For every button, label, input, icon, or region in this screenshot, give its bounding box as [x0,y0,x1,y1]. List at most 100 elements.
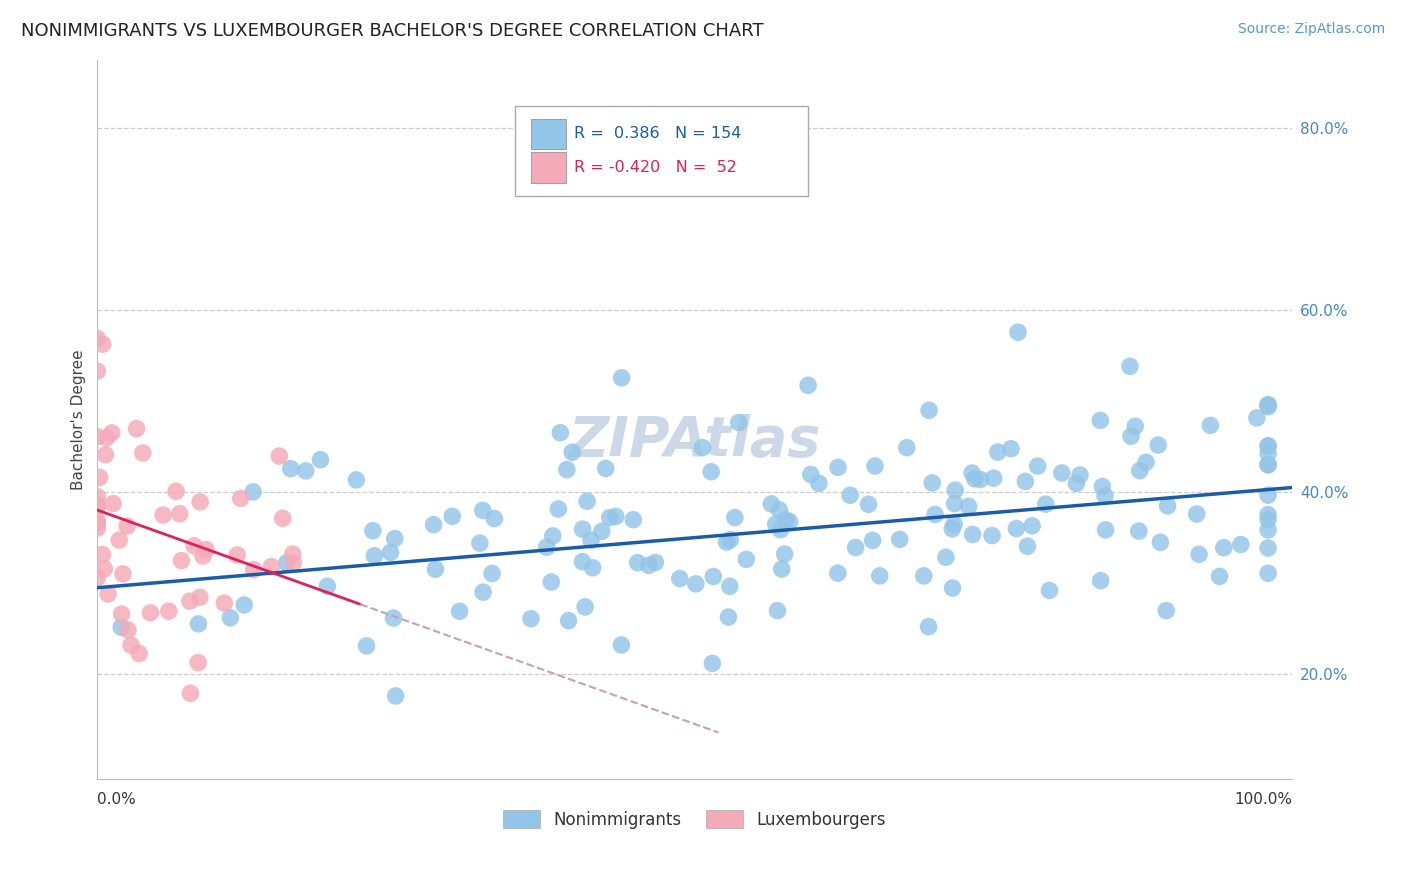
Point [724,510,747,524]
FancyBboxPatch shape [516,106,808,196]
Point [800,467,823,482]
Point [735,552,758,566]
Point [108,533,131,548]
Point [195,542,218,557]
Point [86,521,108,535]
Text: NONIMMIGRANTS VS LUXEMBOURGER BACHELOR'S DEGREE CORRELATION CHART: NONIMMIGRANTS VS LUXEMBOURGER BACHELOR'S… [21,22,763,40]
Point [1257,446,1279,460]
Point [768,503,790,517]
Point [862,533,884,548]
Point [125,422,148,436]
Point [1188,547,1211,561]
Point [561,445,583,459]
Point [226,548,249,562]
Point [1257,458,1279,472]
Point [1257,541,1279,555]
Point [363,549,385,563]
Point [550,425,572,440]
Point [380,545,402,559]
Point [1066,476,1088,491]
Point [269,449,291,463]
Point [214,596,236,610]
Point [94,448,117,462]
Point [468,536,491,550]
Point [425,562,447,576]
Point [1257,398,1279,412]
Point [441,509,464,524]
Point [481,566,503,581]
Point [382,611,405,625]
Point [858,497,880,511]
Point [152,508,174,522]
Point [582,561,605,575]
Point [924,508,946,522]
Point [1007,325,1029,339]
Point [775,513,797,527]
Text: ZIPAtlas: ZIPAtlas [568,414,821,467]
Point [120,638,142,652]
Point [957,500,980,514]
Point [1257,566,1279,581]
Point [1212,541,1234,555]
Point [86,498,108,512]
Point [717,610,740,624]
Point [1257,488,1279,502]
Point [1129,464,1152,478]
Point [1246,411,1268,425]
Point [188,591,211,605]
Point [165,484,187,499]
Point [344,473,367,487]
Point [574,599,596,614]
Point [243,563,266,577]
Point [89,470,111,484]
Point [1257,458,1279,472]
Point [540,575,562,590]
Y-axis label: Bachelor's Degree: Bachelor's Degree [72,349,86,490]
Point [1005,521,1028,535]
Point [187,656,209,670]
Point [769,523,792,537]
Point [644,556,666,570]
Point [471,503,494,517]
Point [962,527,984,541]
Point [912,569,935,583]
Point [294,464,316,478]
Point [169,507,191,521]
Point [1000,442,1022,456]
Point [943,517,966,532]
Point [188,495,211,509]
Point [626,556,648,570]
Point [86,364,108,378]
Point [621,513,644,527]
Point [128,647,150,661]
Point [1257,523,1279,537]
Point [96,431,118,445]
Point [700,465,723,479]
Point [101,425,124,440]
Point [1257,508,1279,522]
Point [918,403,941,417]
Point [242,484,264,499]
Text: 0.0%: 0.0% [97,792,136,807]
Point [187,616,209,631]
Point [718,533,741,547]
Point [943,497,966,511]
Point [579,533,602,548]
Point [1091,479,1114,493]
Point [610,371,633,385]
Point [935,550,957,565]
Point [637,558,659,573]
Point [1199,418,1222,433]
Point [669,572,692,586]
Text: R = -0.420   N =  52: R = -0.420 N = 52 [574,160,737,175]
Point [766,604,789,618]
Point [86,500,108,514]
Point [219,611,242,625]
Point [571,522,593,536]
Point [91,548,114,562]
Point [547,502,569,516]
Point [86,498,108,512]
Point [685,577,707,591]
Point [921,475,943,490]
Point [110,607,132,621]
